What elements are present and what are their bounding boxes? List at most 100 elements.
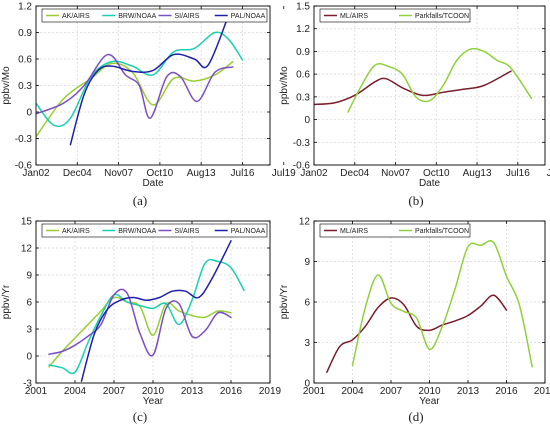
x-tick-label: 2007: [380, 386, 403, 397]
chart-c: 2001 2004 2007 2010 2013 2016 2019 -3 0 3 6 9 12 15 Ye…: [1, 217, 282, 425]
legend-label: SI/AIRS: [175, 13, 200, 20]
chart-a-series: [36, 14, 244, 146]
series-line-si-airs: [36, 53, 234, 119]
x-tick-label: 2001: [25, 386, 48, 397]
x-tick-label: Nov07: [104, 168, 133, 179]
x-tick-label: Oct10: [147, 168, 174, 179]
series-line-brw-noaa: [36, 31, 244, 128]
series-line-parkfalls-tcoon: [351, 240, 533, 368]
x-tick-label: Dec04: [340, 168, 369, 179]
x-tick-label: Jul16: [506, 168, 530, 179]
chart-a: Jan02 Dec04 Nov07 Oct10 Aug13 Jul16 Jul19 -0.6 -…: [1, 2, 296, 209]
x-tick-label: 2010: [418, 386, 441, 397]
y-tick-label: 1.2: [296, 24, 310, 35]
y-tick-label: 0: [304, 379, 310, 390]
y-tick-label: 6: [26, 298, 32, 309]
legend-label: AK/AIRS: [62, 228, 90, 235]
y-tick-label: 12: [21, 244, 33, 255]
caption-b: (b): [408, 193, 423, 208]
chart-c-legend: AK/AIRS BRW/NOAA SI/AIRS PAL/NOAA: [41, 223, 268, 238]
x-axis-label: Year: [143, 396, 164, 407]
chart-c-series: [48, 240, 245, 382]
chart-b-series: [314, 47, 533, 113]
legend-label: AK/AIRS: [62, 13, 90, 20]
x-axis-label: Year: [419, 396, 440, 407]
legend-box: [319, 223, 471, 238]
chart-a-grid: [36, 6, 270, 165]
legend-label: SI/AIRS: [175, 228, 200, 235]
x-tick-label: 2019: [259, 386, 282, 397]
caption-a: (a): [133, 193, 147, 208]
x-tick-label: 2016: [220, 386, 243, 397]
y-axis-label: ppbv/Yr: [1, 284, 12, 319]
y-tick-label: 0.6: [18, 55, 32, 66]
legend-label: PAL/NOAA: [231, 13, 266, 20]
x-tick-label: Jul19: [272, 168, 296, 179]
chart-d-grid: [314, 221, 545, 383]
caption-d: (d): [408, 409, 423, 424]
y-tick-label: 0.9: [296, 47, 310, 58]
y-tick-label: -0.3: [15, 134, 33, 145]
series-line-pal-noaa: [80, 240, 232, 382]
y-tick-label: 3: [26, 325, 32, 336]
y-tick-label: 9: [304, 257, 310, 268]
y-tick-label: -0.3: [293, 138, 311, 149]
y-axis-label: ppbv/Mo: [1, 66, 12, 105]
x-tick-label: Oct10: [423, 168, 450, 179]
legend-box: [319, 8, 471, 23]
y-tick-label: 1.5: [296, 2, 310, 13]
x-tick-label: 2004: [64, 386, 87, 397]
series-line-ak-airs: [36, 60, 234, 138]
x-tick-label: Nov07: [381, 168, 410, 179]
legend-box: [41, 223, 268, 238]
y-tick-label: 0.6: [296, 70, 310, 81]
y-tick-label: 15: [21, 217, 33, 228]
y-tick-label: -3: [23, 379, 32, 390]
x-tick-label: Dec04: [63, 168, 92, 179]
y-tick-label: 12: [299, 217, 311, 228]
x-tick-label: 2013: [457, 386, 480, 397]
x-tick-label: Jan02: [22, 168, 50, 179]
x-tick-label: Aug13: [463, 168, 492, 179]
chart-d-legend: ML/AIRS Parkfalls/TCOON: [319, 223, 471, 238]
y-tick-label: 0: [26, 108, 32, 119]
x-axis-label: Date: [419, 178, 441, 189]
y-tick-label: 0: [304, 115, 310, 126]
series-line-ml-airs: [326, 294, 508, 373]
chart-d-series: [326, 240, 533, 373]
series-line-ak-airs: [48, 296, 232, 368]
legend-label: ML/AIRS: [340, 228, 368, 235]
legend-label: PAL/NOAA: [231, 228, 266, 235]
x-tick-label: 2007: [103, 386, 126, 397]
chart-b-grid: [314, 6, 545, 165]
chart-d: 2001 2004 2007 2010 2013 2016 2019 0 3 6 9 12 Year pp…: [279, 217, 550, 425]
y-tick-label: -0.6: [15, 161, 33, 172]
x-tick-label: Jul19: [547, 168, 550, 179]
series-line-parkfalls-tcoon: [347, 47, 533, 113]
series-line-pal-noaa: [69, 14, 230, 146]
y-tick-label: 0.3: [296, 92, 310, 103]
series-line-brw-noaa: [48, 258, 245, 375]
x-tick-label: Aug13: [187, 168, 216, 179]
chart-b: Jan02 Dec04 Nov07 Oct10 Aug13 Jul16 Jul19 -0.6 -…: [279, 2, 550, 209]
chart-b-legend: ML/AIRS Parkfalls/TCOON: [319, 8, 471, 23]
caption-c: (c): [133, 409, 147, 424]
chart-b-frame: [313, 5, 546, 166]
y-tick-label: 9: [26, 271, 32, 282]
x-tick-label: Jan02: [300, 168, 328, 179]
legend-box: [41, 8, 268, 23]
chart-a-legend: AK/AIRS BRW/NOAA SI/AIRS PAL/NOAA: [41, 8, 268, 23]
legend-label: BRW/NOAA: [118, 228, 156, 235]
y-tick-label: 0: [26, 352, 32, 363]
legend-label: ML/AIRS: [340, 13, 368, 20]
y-tick-label: 6: [304, 298, 310, 309]
x-tick-label: 2004: [341, 386, 364, 397]
series-line-si-airs: [48, 288, 232, 357]
chart-c-grid: [36, 221, 270, 383]
x-tick-label: 2001: [303, 386, 326, 397]
y-tick-label: 0.3: [18, 81, 32, 92]
x-tick-label: 2019: [534, 386, 550, 397]
x-tick-label: Jul16: [231, 168, 255, 179]
y-tick-label: 0.9: [18, 28, 32, 39]
